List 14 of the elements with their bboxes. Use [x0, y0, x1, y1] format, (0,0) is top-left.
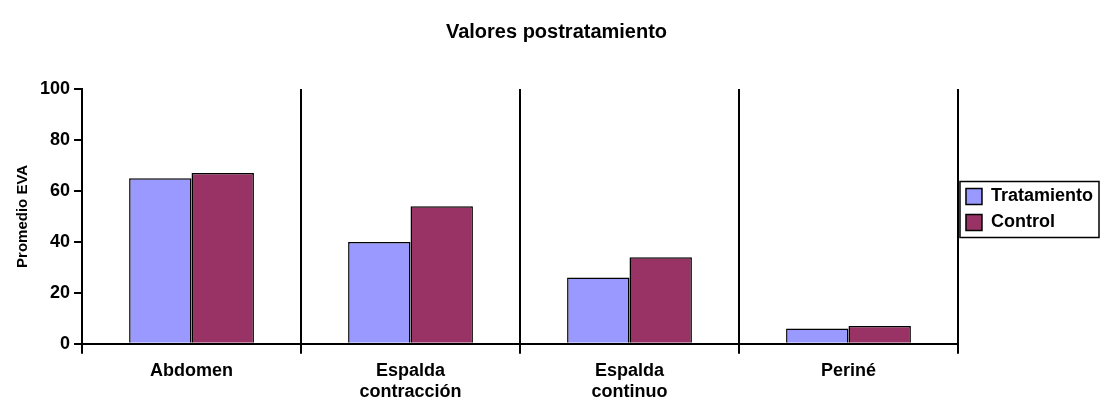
y-tick-label: 20	[50, 281, 71, 302]
legend-label: Tratamiento	[990, 185, 1094, 206]
y-tick-label: 60	[50, 179, 71, 200]
y-axis-title: Promedio EVA	[13, 164, 31, 268]
chart-title: Valores postratamiento	[445, 19, 668, 42]
x-tick-label: Espalda continuo	[591, 359, 668, 402]
y-tick-label: 100	[39, 77, 71, 98]
x-tick-label: Espalda contracción	[359, 359, 462, 402]
y-tick-label: 80	[50, 128, 71, 149]
y-tick-label: 40	[50, 230, 71, 251]
x-tick-label: Abdomen	[150, 359, 234, 380]
x-tick-label: Periné	[820, 359, 876, 380]
legend-label: Control	[990, 211, 1055, 232]
y-tick-label: 0	[60, 332, 71, 353]
